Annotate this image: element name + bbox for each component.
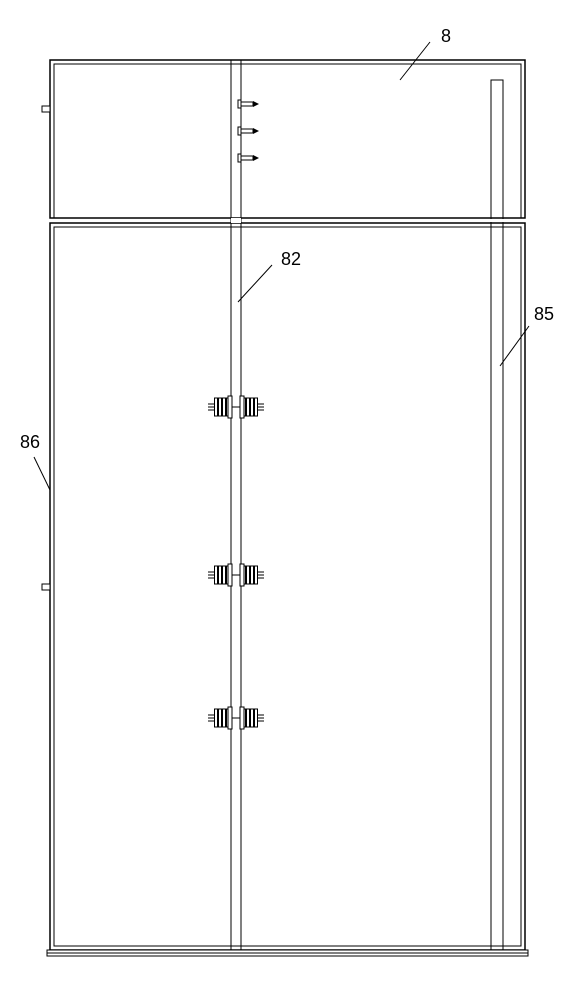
bolt-icon (208, 396, 264, 418)
screw-icon (238, 127, 259, 135)
left-protrusion (42, 106, 50, 112)
bolt-icon (208, 564, 264, 586)
label-85: 85 (534, 304, 554, 324)
leader-line (34, 457, 50, 490)
leader-line (238, 265, 272, 302)
leader-line (400, 42, 430, 80)
right-rail (491, 80, 503, 950)
lower-inner-rect (54, 227, 521, 946)
upper-outer-rect (50, 60, 525, 218)
left-protrusion (42, 584, 50, 590)
technical-diagram: 8 82 85 86 (0, 0, 565, 1000)
bottom-rail-2 (47, 953, 528, 956)
label-8: 8 (441, 26, 451, 46)
label-82: 82 (281, 249, 301, 269)
screw-icon (238, 100, 259, 108)
upper-inner-rect (54, 64, 521, 218)
lower-outer-rect (50, 223, 525, 950)
bolt-icon (208, 707, 264, 729)
screw-icon (238, 154, 259, 162)
label-86: 86 (20, 432, 40, 452)
